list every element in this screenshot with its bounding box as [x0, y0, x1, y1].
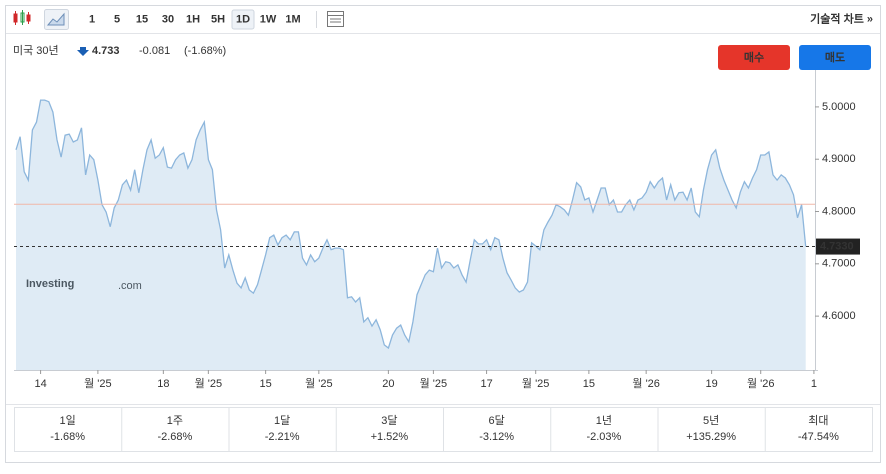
- buy-label: 매수: [744, 50, 764, 64]
- period-label: 3달: [381, 414, 397, 427]
- interval-button[interactable]: 1W: [260, 13, 277, 25]
- area-fill: [16, 100, 806, 370]
- watermark: Investing: [26, 278, 74, 290]
- period-change: -2.68%: [157, 431, 192, 443]
- area-icon-box[interactable]: [44, 9, 69, 30]
- x-tick-label: 월 '26: [747, 377, 775, 390]
- interval-active-bg: [231, 9, 255, 30]
- interval-button[interactable]: 1H: [186, 13, 200, 25]
- sell-label: 매도: [825, 50, 845, 64]
- interval-button[interactable]: 30: [162, 13, 174, 25]
- table-icon[interactable]: [327, 11, 344, 27]
- y-tick-label: 4.8000: [822, 205, 856, 217]
- x-tick-label: 월 '25: [305, 377, 333, 390]
- period-label: 1일: [60, 413, 76, 427]
- period-label: 1년: [596, 414, 612, 427]
- period-label: 1달: [274, 414, 290, 427]
- period-change: -2.21%: [265, 431, 300, 443]
- period-change: +135.29%: [686, 431, 736, 443]
- instrument-name: 미국 30년: [13, 44, 59, 57]
- buy-button[interactable]: [718, 45, 790, 70]
- technical-chart-link[interactable]: 기술적 차트 »: [810, 11, 873, 25]
- period-label: 5년: [703, 414, 719, 427]
- x-tick-label: 월 '25: [84, 377, 112, 390]
- period-change: -3.12%: [479, 431, 514, 443]
- x-tick-label: 19: [705, 378, 717, 390]
- period-change: -47.54%: [798, 431, 839, 443]
- interval-button[interactable]: 1M: [285, 13, 300, 25]
- change-pct: (-1.68%): [184, 45, 226, 57]
- x-tick-label: 15: [260, 378, 272, 390]
- period-label: 1주: [167, 415, 183, 427]
- period-label: 6달: [489, 414, 505, 427]
- x-tick-label: 15: [583, 378, 595, 390]
- x-tick-label: 월 '25: [420, 377, 448, 390]
- price-line: [15, 99, 807, 350]
- x-tick-label: 18: [157, 378, 169, 390]
- watermark-suffix: .com: [118, 280, 142, 292]
- x-tick-label: 20: [382, 378, 394, 390]
- x-tick-label: 월 '26: [632, 377, 660, 390]
- sell-button[interactable]: [799, 45, 871, 70]
- interval-button[interactable]: 5H: [211, 13, 225, 25]
- area-icon: [46, 12, 65, 26]
- y-tick-label: 5.0000: [822, 101, 856, 113]
- last-price-label: 4.7330: [820, 240, 854, 252]
- period-change: -1.68%: [50, 431, 85, 443]
- interval-button[interactable]: 15: [136, 13, 148, 25]
- candle-icon[interactable]: [13, 10, 31, 25]
- x-tick-label: 월 '25: [522, 377, 550, 390]
- interval-button[interactable]: 1: [89, 13, 95, 25]
- change: -0.081: [139, 45, 170, 57]
- x-tick-label: 14: [34, 378, 46, 390]
- y-tick-label: 4.6000: [822, 310, 856, 322]
- price: 4.733: [92, 45, 120, 57]
- card: [5, 5, 881, 463]
- period-label: 최대: [808, 414, 828, 427]
- period-change: -2.03%: [586, 431, 621, 443]
- interval-button[interactable]: 5: [114, 13, 120, 25]
- down-arrow: [77, 47, 89, 56]
- x-tick-label: 17: [480, 378, 492, 390]
- interval-button[interactable]: 1D: [236, 13, 250, 25]
- last-price-box: [816, 238, 860, 255]
- period-change: +1.52%: [371, 431, 409, 443]
- y-tick-label: 4.7000: [822, 258, 856, 270]
- x-tick-label: 월 '25: [195, 377, 223, 390]
- y-tick-label: 4.9000: [822, 153, 856, 165]
- x-tick-label: 1: [811, 378, 817, 390]
